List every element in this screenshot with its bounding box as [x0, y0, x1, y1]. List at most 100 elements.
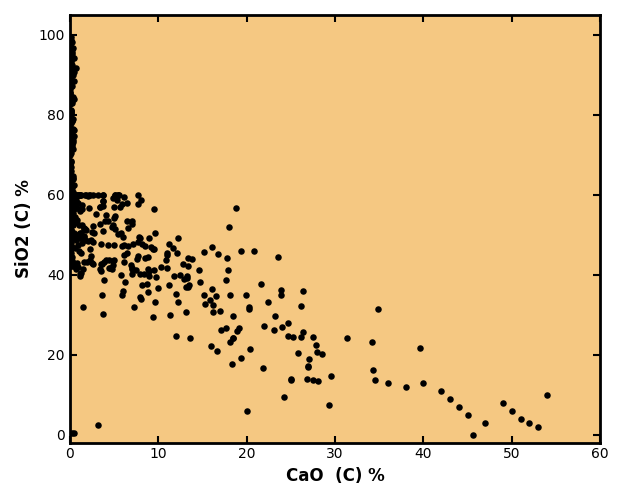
Point	[120, 278, 130, 286]
Point	[82, 258, 92, 266]
Point	[65, 112, 75, 120]
Point	[69, 54, 79, 62]
Point	[279, 394, 289, 402]
Point	[88, 260, 98, 268]
Point	[127, 217, 137, 225]
Point	[208, 302, 218, 310]
Point	[99, 276, 109, 284]
Point	[241, 291, 251, 299]
Point	[117, 200, 127, 208]
Point	[66, 180, 76, 188]
Point	[76, 270, 85, 278]
Point	[277, 323, 287, 331]
Point	[66, 142, 76, 150]
Point	[162, 251, 172, 259]
Point	[66, 106, 76, 114]
Point	[66, 42, 76, 50]
Point	[66, 74, 76, 82]
Point	[305, 355, 314, 363]
Point	[117, 242, 127, 250]
Point	[198, 290, 208, 298]
Point	[77, 239, 87, 247]
Point	[74, 191, 84, 199]
Point	[80, 191, 90, 199]
Point	[66, 50, 76, 58]
Point	[114, 191, 124, 199]
Point	[117, 291, 127, 299]
Point	[107, 265, 117, 273]
Point	[81, 191, 91, 199]
Point	[68, 209, 78, 217]
Point	[149, 204, 158, 212]
Point	[193, 266, 203, 274]
Point	[66, 58, 76, 66]
Point	[75, 191, 85, 199]
Point	[79, 233, 89, 241]
Point	[66, 41, 76, 49]
Point	[183, 282, 193, 290]
Point	[65, 161, 75, 169]
Point	[149, 266, 159, 274]
Point	[462, 410, 472, 418]
Point	[76, 191, 85, 199]
Point	[216, 326, 226, 334]
Point	[283, 319, 293, 327]
Point	[65, 77, 75, 85]
Point	[66, 108, 76, 116]
Point	[78, 302, 88, 310]
Point	[68, 221, 78, 229]
Point	[66, 239, 76, 247]
Point	[515, 414, 525, 422]
Point	[66, 111, 76, 119]
Point	[208, 308, 218, 316]
Point	[109, 194, 119, 202]
Point	[97, 196, 107, 204]
Point	[79, 258, 89, 266]
Point	[65, 85, 75, 93]
Point	[173, 234, 183, 242]
Point	[118, 287, 128, 295]
Point	[68, 144, 78, 152]
Point	[67, 38, 77, 46]
Point	[67, 191, 77, 199]
Point	[71, 200, 81, 208]
Point	[66, 149, 76, 157]
Point	[67, 174, 77, 182]
Point	[65, 192, 75, 200]
Point	[65, 126, 75, 134]
Point	[71, 234, 81, 242]
Point	[467, 430, 477, 438]
Point	[74, 230, 84, 238]
Point	[228, 334, 238, 342]
Point	[65, 246, 75, 254]
Point	[185, 334, 195, 342]
Point	[66, 182, 76, 190]
Point	[122, 250, 132, 258]
Point	[147, 243, 157, 251]
Point	[144, 234, 154, 242]
Point	[118, 233, 128, 241]
Point	[144, 288, 154, 296]
Point	[67, 212, 77, 220]
Point	[224, 224, 234, 232]
Point	[436, 386, 446, 394]
Point	[127, 220, 137, 228]
Point	[67, 262, 77, 270]
Point	[127, 266, 137, 274]
Point	[66, 56, 76, 64]
Point	[69, 199, 79, 207]
Point	[68, 116, 78, 124]
Point	[137, 282, 147, 290]
Point	[65, 236, 75, 244]
Point	[119, 258, 129, 266]
Point	[97, 291, 107, 299]
Point	[178, 275, 188, 283]
Point	[66, 189, 76, 197]
Point	[122, 199, 132, 207]
Point	[119, 193, 129, 201]
Point	[130, 266, 140, 274]
Point	[66, 124, 76, 132]
Point	[213, 250, 223, 258]
Point	[480, 418, 490, 426]
Point	[134, 233, 144, 241]
